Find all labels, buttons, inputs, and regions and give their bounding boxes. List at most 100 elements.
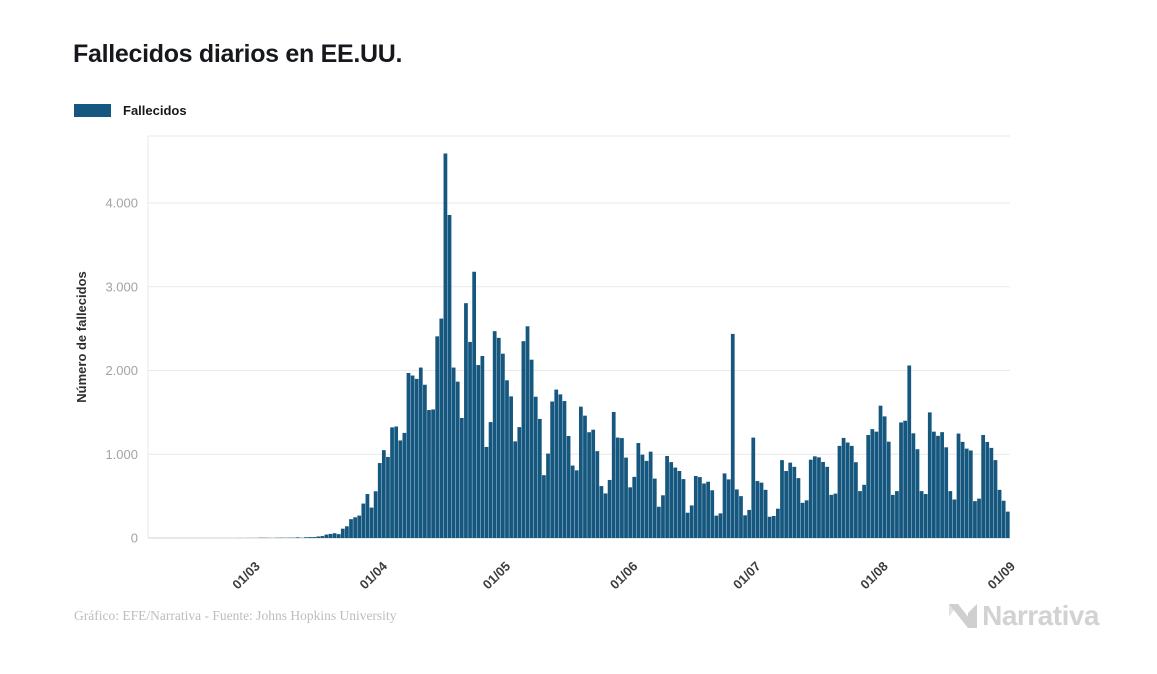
bar-day-113 (611, 411, 616, 538)
bar-day-156 (788, 462, 793, 539)
bar-day-147 (751, 437, 756, 538)
bar-day-163 (817, 457, 821, 538)
bar-day-112 (607, 479, 612, 538)
bar-day-171 (849, 445, 854, 539)
bar-day-178 (878, 405, 883, 538)
bar-day-67 (423, 384, 427, 538)
bar-day-96 (542, 475, 546, 538)
x-tick-01-09: 01/09 (985, 559, 1019, 593)
y-tick-3.000: 3.000 (105, 279, 138, 294)
bar-day-73 (447, 214, 452, 538)
bar-day-189 (923, 494, 928, 538)
credit-line: Gráfico: EFE/Narrativa - Fuente: Johns H… (74, 608, 397, 623)
y-tick-2.000: 2.000 (105, 363, 138, 378)
bar-day-185 (907, 365, 912, 538)
y-axis-title: Número de fallecidos (74, 271, 89, 402)
bar-day-170 (845, 442, 850, 538)
bar-day-179 (882, 416, 887, 538)
bar-day-141 (726, 479, 731, 539)
bar-day-89 (513, 441, 518, 538)
bar-day-119 (636, 443, 641, 538)
bar-day-154 (780, 460, 784, 538)
bar-day-86 (501, 353, 505, 538)
bar-day-148 (755, 481, 760, 538)
bar-day-98 (550, 401, 555, 538)
bar-day-123 (652, 478, 657, 538)
bar-day-76 (459, 417, 464, 538)
bar-day-161 (808, 459, 813, 538)
bar-day-63 (406, 373, 411, 538)
x-tick-01-06: 01/06 (607, 559, 641, 593)
bar-day-106 (583, 415, 587, 538)
legend-swatch (74, 104, 111, 117)
bar-day-43 (324, 534, 329, 538)
bar-day-198 (960, 441, 965, 538)
bar-day-109 (595, 451, 600, 538)
bar-day-60 (394, 426, 399, 538)
bar-day-42 (320, 536, 325, 538)
bar-day-187 (915, 449, 920, 538)
bar-day-101 (562, 401, 567, 538)
narrativa-logo-icon (949, 604, 978, 628)
bar-day-85 (496, 337, 501, 538)
bar-day-79 (472, 271, 477, 538)
bar-day-84 (492, 331, 497, 538)
bar-day-72 (443, 153, 448, 538)
bar-day-94 (533, 396, 538, 538)
bar-day-200 (968, 450, 973, 538)
bar-day-36 (295, 537, 300, 538)
bar-day-164 (821, 461, 825, 538)
y-tick-1.000: 1.000 (105, 447, 138, 462)
bar-day-111 (603, 493, 608, 538)
bar-day-199 (964, 448, 969, 538)
bar-day-68 (427, 410, 431, 538)
bar-day-50 (353, 517, 357, 538)
bar-day-87 (505, 380, 509, 538)
bar-day-191 (932, 431, 936, 538)
bar-day-176 (870, 429, 875, 538)
bar-day-135 (702, 483, 706, 538)
bar-day-181 (890, 494, 895, 538)
bar-day-201 (973, 501, 977, 538)
bar-day-137 (710, 490, 715, 538)
bar-day-173 (858, 491, 862, 538)
bar-day-55 (373, 491, 378, 538)
bar-day-54 (369, 507, 374, 538)
bar-day-190 (927, 412, 932, 539)
bar-day-203 (981, 434, 986, 538)
x-tick-01-05: 01/05 (480, 559, 514, 593)
y-tick-4.000: 4.000 (105, 196, 138, 211)
bar-day-62 (402, 432, 407, 538)
x-tick-01-03: 01/03 (229, 559, 263, 593)
page-title: Fallecidos diarios en EE.UU. (73, 40, 403, 68)
bar-day-91 (521, 341, 526, 538)
narrativa-logo: Narrativa (948, 600, 1099, 632)
bar-day-196 (952, 499, 957, 539)
bar-day-66 (418, 367, 423, 538)
bar-day-144 (739, 496, 743, 539)
bar-day-197 (956, 433, 961, 538)
bar-day-205 (989, 447, 994, 538)
bar-day-53 (365, 494, 370, 538)
bar-day-83 (488, 422, 493, 538)
bar-day-57 (381, 450, 386, 538)
bar-day-136 (706, 481, 710, 538)
bar-day-206 (993, 460, 998, 538)
bar-day-153 (776, 508, 780, 538)
bar-day-138 (714, 515, 719, 538)
bar-day-95 (537, 418, 542, 538)
bar-day-188 (919, 491, 924, 538)
bar-day-186 (911, 433, 916, 538)
bar-day-105 (579, 406, 583, 538)
bar-day-125 (661, 495, 665, 538)
bar-day-177 (874, 431, 879, 538)
bar-day-168 (837, 445, 842, 539)
bar-day-104 (574, 470, 579, 538)
bar-day-132 (689, 505, 694, 538)
bar-day-97 (546, 453, 550, 538)
bar-day-146 (747, 509, 752, 538)
bar-day-100 (558, 394, 563, 538)
bar-day-162 (812, 456, 817, 538)
bar-day-122 (648, 451, 653, 538)
bar-day-180 (886, 441, 891, 538)
